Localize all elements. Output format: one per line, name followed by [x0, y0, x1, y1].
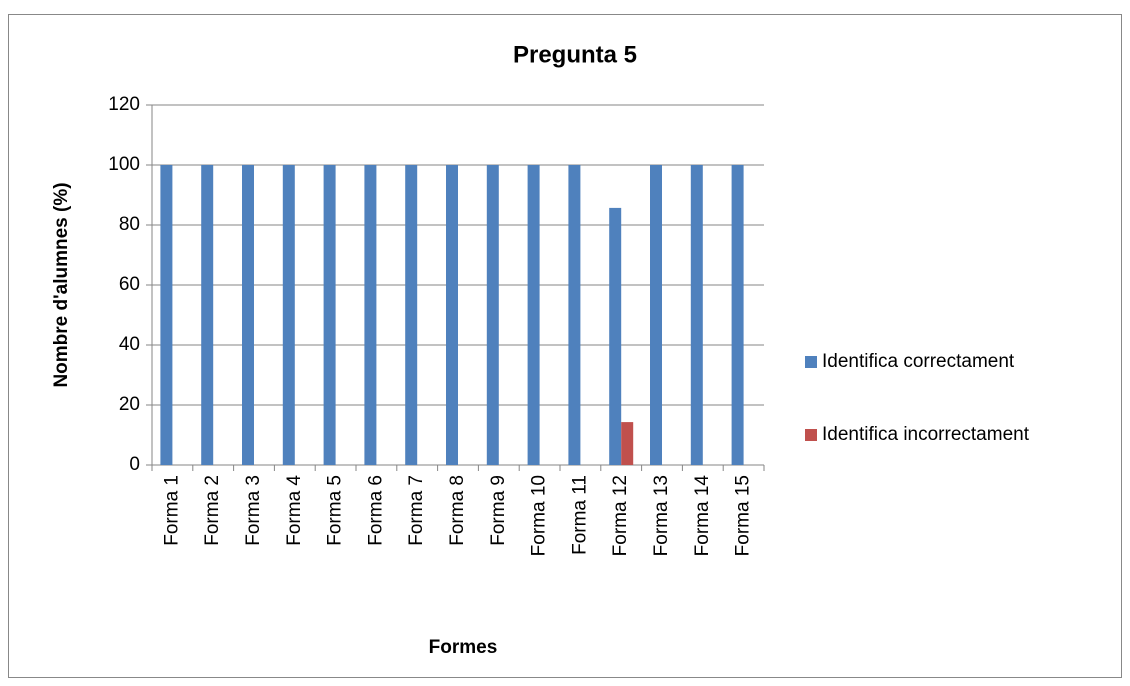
bar: [731, 165, 744, 465]
x-tick-label: Forma 12: [610, 475, 631, 556]
x-tick-label: Forma 6: [365, 475, 386, 546]
legend-swatch: [805, 429, 817, 441]
y-tick-label: 20: [119, 394, 140, 415]
y-tick-label: 60: [119, 274, 140, 295]
bar: [650, 165, 662, 465]
bar: [160, 165, 173, 465]
y-tick-label: 100: [108, 154, 140, 175]
x-tick-label: Forma 14: [692, 475, 713, 557]
bar: [609, 207, 622, 465]
y-tick-label: 120: [108, 94, 140, 115]
bar: [568, 165, 581, 465]
bar: [282, 165, 295, 465]
chart-border: [8, 14, 1122, 678]
x-tick-label: Forma 5: [325, 475, 346, 546]
bar: [446, 165, 458, 465]
legend-label: Identifica incorrectament: [822, 424, 1030, 445]
y-tick-label: 40: [119, 334, 140, 355]
x-tick-label: Forma 2: [202, 475, 223, 546]
x-tick-label: Forma 9: [488, 475, 509, 546]
chart-title: Pregunta 5: [513, 41, 637, 68]
x-tick-label: Forma 8: [447, 475, 468, 546]
bar: [405, 165, 418, 465]
bar: [323, 165, 336, 465]
x-tick-label: Forma 10: [529, 475, 550, 556]
x-tick-label: Forma 13: [651, 475, 672, 556]
y-tick-label: 80: [119, 214, 140, 235]
x-tick-label: Forma 4: [284, 475, 305, 546]
x-tick-label: Forma 3: [243, 475, 264, 546]
legend-label: Identifica correctament: [822, 351, 1015, 372]
bar: [621, 422, 634, 465]
y-axis-label: Nombre d'alumnes (%): [51, 182, 72, 387]
x-tick-label: Forma 15: [733, 475, 754, 556]
legend-swatch: [805, 356, 817, 368]
x-tick-label: Forma 7: [406, 475, 427, 546]
bar: [690, 165, 703, 465]
x-axis-label: Formes: [429, 637, 498, 658]
y-tick-label: 0: [129, 454, 140, 475]
bar: [364, 165, 377, 465]
x-tick-label: Forma 11: [569, 475, 590, 555]
bar: [201, 165, 214, 465]
bar: [242, 165, 254, 465]
bar: [486, 165, 499, 465]
x-tick-label: Forma 1: [161, 475, 182, 546]
bar: [527, 165, 540, 465]
